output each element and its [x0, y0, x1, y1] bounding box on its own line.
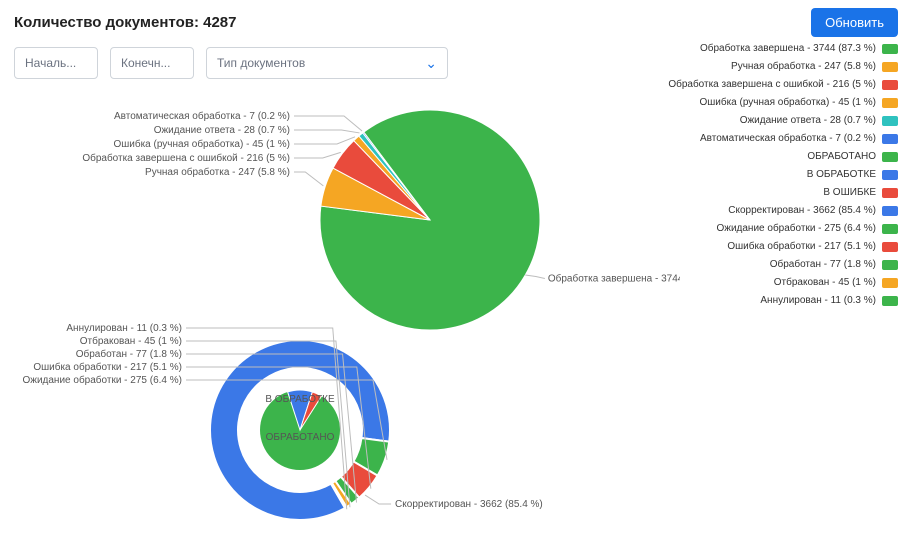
pie-label-errman: Ошибка (ручная обработка) - 45 (1 %)	[113, 138, 290, 150]
legend-swatch-icon	[882, 206, 898, 216]
legend-item-label: Ошибка обработки - 217 (5.1 %)	[727, 242, 876, 252]
pie-label-auto: Автоматическая обработка - 7 (0.2 %)	[114, 110, 290, 122]
donut-label-annul: Аннулирован - 11 (0.3 %)	[66, 323, 182, 334]
legend-item[interactable]: В ОБРАБОТКЕ	[698, 170, 898, 180]
legend-item[interactable]: Ошибка (ручная обработка) - 45 (1 %)	[698, 98, 898, 108]
legend-item[interactable]: В ОШИБКЕ	[698, 188, 898, 198]
legend-swatch-icon	[882, 260, 898, 270]
end-date-input[interactable]: Конечн...	[110, 47, 194, 79]
chevron-down-icon: ⌄	[425, 55, 437, 72]
legend-item-label: Обработан - 77 (1.8 %)	[770, 260, 876, 270]
legend-item-label: Ожидание ответа - 28 (0.7 %)	[740, 116, 876, 126]
legend-item[interactable]: Обработан - 77 (1.8 %)	[698, 260, 898, 270]
legend-item-label: ОБРАБОТАНО	[807, 152, 876, 162]
doctype-select-label: Тип документов	[217, 56, 305, 70]
legend-item-label: Обработка завершена с ошибкой - 216 (5 %…	[668, 80, 876, 90]
legend-item[interactable]: Обработка завершена - 3744 (87.3 %)	[698, 44, 898, 54]
legend-item[interactable]: Ожидание ответа - 28 (0.7 %)	[698, 116, 898, 126]
legend-item-label: Ошибка (ручная обработка) - 45 (1 %)	[699, 98, 876, 108]
legend-item-label: Обработка завершена - 3744 (87.3 %)	[700, 44, 876, 54]
legend-swatch-icon	[882, 152, 898, 162]
legend-item[interactable]: Скорректирован - 3662 (85.4 %)	[698, 206, 898, 216]
legend-item-label: В ОБРАБОТКЕ	[807, 170, 876, 180]
legend-item-label: Автоматическая обработка - 7 (0.2 %)	[700, 134, 876, 144]
legend-item[interactable]: Ошибка обработки - 217 (5.1 %)	[698, 242, 898, 252]
legend-swatch-icon	[882, 296, 898, 306]
legend-item[interactable]: Ручная обработка - 247 (5.8 %)	[698, 62, 898, 72]
donut-label-errp: Ошибка обработки - 217 (5.1 %)	[33, 361, 182, 373]
legend-item[interactable]: ОБРАБОТАНО	[698, 152, 898, 162]
legend-item-label: Ручная обработка - 247 (5.8 %)	[731, 62, 876, 72]
legend-item-label: Ожидание обработки - 275 (6.4 %)	[716, 224, 876, 234]
pie-label-wait: Ожидание ответа - 28 (0.7 %)	[154, 125, 290, 136]
legend-swatch-icon	[882, 242, 898, 252]
pie-label-done: Обработка завершена - 3744 (87.3 %)	[548, 273, 680, 285]
donut-label-corr: Скорректирован - 3662 (85.4 %)	[395, 499, 543, 510]
legend-swatch-icon	[882, 170, 898, 180]
legend-swatch-icon	[882, 80, 898, 90]
legend-swatch-icon	[882, 278, 898, 288]
legend-item-label: В ОШИБКЕ	[823, 188, 876, 198]
page-title: Количество документов: 4287	[14, 14, 237, 31]
donut-label-waitp: Ожидание обработки - 275 (6.4 %)	[22, 374, 182, 386]
legend-swatch-icon	[882, 62, 898, 72]
donut-center-inproc: В ОБРАБОТКЕ	[265, 394, 335, 405]
legend-swatch-icon	[882, 188, 898, 198]
legend-item-label: Скорректирован - 3662 (85.4 %)	[728, 206, 876, 216]
legend-swatch-icon	[882, 224, 898, 234]
legend: Обработка завершена - 3744 (87.3 %) Ручна…	[698, 44, 898, 314]
legend-item-label: Отбракован - 45 (1 %)	[774, 278, 876, 288]
doctype-select[interactable]: Тип документов ⌄	[206, 47, 448, 79]
legend-swatch-icon	[882, 44, 898, 54]
legend-item[interactable]: Отбракован - 45 (1 %)	[698, 278, 898, 288]
legend-item[interactable]: Обработка завершена с ошибкой - 216 (5 %…	[698, 80, 898, 90]
legend-item[interactable]: Ожидание обработки - 275 (6.4 %)	[698, 224, 898, 234]
pie-label-manual: Ручная обработка - 247 (5.8 %)	[145, 166, 290, 178]
donut-label-rej: Отбракован - 45 (1 %)	[80, 335, 182, 347]
donut-center-proc: ОБРАБОТАНО	[266, 432, 335, 443]
pie-label-doneerr: Обработка завершена с ошибкой - 216 (5 %…	[82, 152, 290, 164]
legend-swatch-icon	[882, 98, 898, 108]
legend-item[interactable]: Аннулирован - 11 (0.3 %)	[698, 296, 898, 306]
start-date-input[interactable]: Началь...	[14, 47, 98, 79]
donut-label-proc2: Обработан - 77 (1.8 %)	[76, 348, 182, 360]
legend-item[interactable]: Автоматическая обработка - 7 (0.2 %)	[698, 134, 898, 144]
legend-swatch-icon	[882, 116, 898, 126]
charts-area: Обработка завершена - 3744 (87.3 %) Автом…	[0, 90, 680, 542]
legend-item-label: Аннулирован - 11 (0.3 %)	[760, 296, 876, 306]
refresh-button[interactable]: Обновить	[811, 8, 898, 37]
legend-swatch-icon	[882, 134, 898, 144]
